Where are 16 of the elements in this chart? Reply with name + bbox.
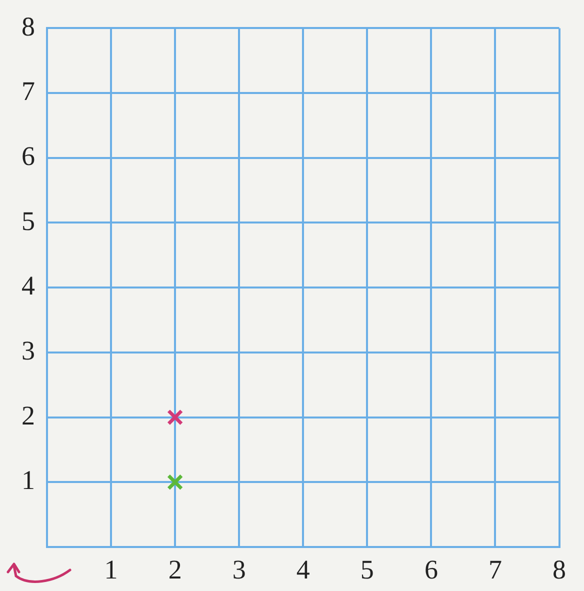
y-tick-label: 3	[22, 336, 35, 366]
y-tick-label: 4	[22, 270, 36, 301]
y-tick-label: 5	[22, 206, 35, 236]
x-tick-label: 6	[424, 554, 438, 584]
x-tick-label: 4	[296, 554, 310, 584]
y-tick-label: 6	[22, 140, 35, 171]
y-tick-label: 8	[22, 11, 35, 42]
x-tick-label: 2	[168, 554, 182, 584]
x-tick-label: 1	[104, 554, 118, 584]
y-tick-label: 1	[22, 465, 35, 496]
y-tick-label: 2	[22, 400, 35, 430]
x-tick-label: 5	[360, 554, 374, 584]
x-tick-label: 7	[488, 554, 502, 584]
y-tick-label: 7	[22, 76, 35, 106]
x-tick-label: 3	[232, 554, 246, 584]
x-tick-label: 8	[552, 554, 566, 584]
